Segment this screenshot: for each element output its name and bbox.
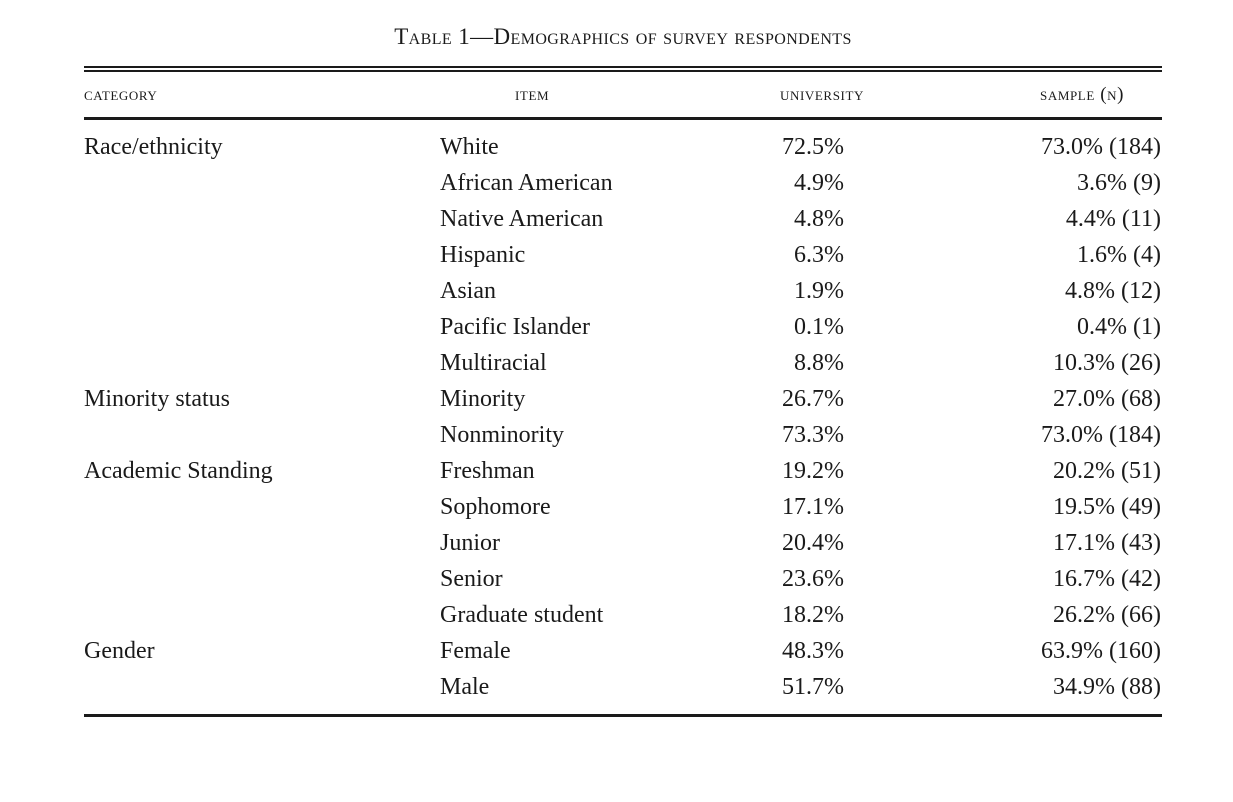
cell-sample: 27.0% (68): [1053, 386, 1161, 412]
cell-item: Freshman: [440, 458, 535, 484]
cell-item: Nonminority: [440, 422, 564, 448]
cell-item: Native American: [440, 206, 604, 232]
cell-university: 0.1%: [794, 314, 844, 340]
top-rule-inner: [84, 70, 1162, 72]
cell-university: 51.7%: [782, 674, 844, 700]
header-university: university: [780, 84, 864, 105]
cell-sample: 4.4% (11): [1065, 206, 1161, 232]
header-category: category: [84, 84, 158, 105]
cell-sample: 34.9% (88): [1053, 674, 1161, 700]
table-row: Multiracial 8.8% 10.3% (26): [0, 345, 1233, 381]
cell-university: 23.6%: [782, 566, 844, 592]
cell-sample: 19.5% (49): [1053, 494, 1161, 520]
cell-sample: 73.0% (184): [1041, 134, 1161, 160]
cell-item: Asian: [440, 278, 496, 304]
cell-university: 4.8%: [794, 206, 844, 232]
table-row: Gender Female 48.3% 63.9% (160): [0, 633, 1233, 669]
table-row: Hispanic 6.3% 1.6% (4): [0, 237, 1233, 273]
cell-sample: 10.3% (26): [1053, 350, 1161, 376]
top-rule-outer: [84, 66, 1162, 68]
cell-sample: 3.6% (9): [1077, 170, 1161, 196]
header-rule: [84, 117, 1162, 120]
table-row: Race/ethnicity White 72.5% 73.0% (184): [0, 129, 1233, 165]
cell-item: African American: [440, 170, 613, 196]
cell-university: 48.3%: [782, 638, 844, 664]
cell-item: Pacific Islander: [440, 314, 590, 340]
header-item: item: [515, 84, 550, 105]
cell-university: 1.9%: [794, 278, 844, 304]
bottom-rule: [84, 714, 1162, 717]
cell-sample: 4.8% (12): [1065, 278, 1161, 304]
cell-university: 4.9%: [794, 170, 844, 196]
cell-item: Multiracial: [440, 350, 547, 376]
table-body: Race/ethnicity White 72.5% 73.0% (184) Afric…: [0, 129, 1233, 705]
cell-category: Race/ethnicity: [84, 134, 223, 160]
table-row: Minority status Minority 26.7% 27.0% (68): [0, 381, 1233, 417]
cell-sample: 20.2% (51): [1053, 458, 1161, 484]
cell-university: 26.7%: [782, 386, 844, 412]
table-row: Pacific Islander 0.1% 0.4% (1): [0, 309, 1233, 345]
header-sample: sample (n): [1040, 84, 1125, 105]
cell-university: 17.1%: [782, 494, 844, 520]
cell-category: Academic Standing: [84, 458, 273, 484]
cell-sample: 1.6% (4): [1077, 242, 1161, 268]
table-row: Male 51.7% 34.9% (88): [0, 669, 1233, 705]
cell-university: 18.2%: [782, 602, 844, 628]
cell-item: Minority: [440, 386, 526, 412]
cell-university: 20.4%: [782, 530, 844, 556]
cell-item: Junior: [440, 530, 500, 556]
cell-sample: 0.4% (1): [1077, 314, 1161, 340]
cell-university: 8.8%: [794, 350, 844, 376]
table-row: Native American 4.8% 4.4% (11): [0, 201, 1233, 237]
cell-university: 19.2%: [782, 458, 844, 484]
cell-item: Hispanic: [440, 242, 526, 268]
table-caption: Table 1—Demographics of survey responden…: [394, 24, 852, 49]
cell-item: Graduate student: [440, 602, 604, 628]
cell-sample: 63.9% (160): [1041, 638, 1161, 664]
cell-item: Senior: [440, 566, 503, 592]
cell-sample: 73.0% (184): [1041, 422, 1161, 448]
table-row: Asian 1.9% 4.8% (12): [0, 273, 1233, 309]
cell-category: Gender: [84, 638, 155, 664]
cell-item: Sophomore: [440, 494, 551, 520]
table-row: Academic Standing Freshman 19.2% 20.2% (51): [0, 453, 1233, 489]
cell-category: Minority status: [84, 386, 231, 412]
table-row: African American 4.9% 3.6% (9): [0, 165, 1233, 201]
table-row: Junior 20.4% 17.1% (43): [0, 525, 1233, 561]
table-row: Sophomore 17.1% 19.5% (49): [0, 489, 1233, 525]
cell-item: Male: [440, 674, 490, 700]
table-row: Nonminority 73.3% 73.0% (184): [0, 417, 1233, 453]
cell-university: 73.3%: [782, 422, 844, 448]
table-row: Graduate student 18.2% 26.2% (66): [0, 597, 1233, 633]
cell-sample: 26.2% (66): [1053, 602, 1161, 628]
cell-item: White: [440, 134, 499, 160]
cell-university: 72.5%: [782, 134, 844, 160]
cell-item: Female: [440, 638, 511, 664]
table-row: Senior 23.6% 16.7% (42): [0, 561, 1233, 597]
cell-sample: 17.1% (43): [1053, 530, 1161, 556]
cell-sample: 16.7% (42): [1053, 566, 1161, 592]
cell-university: 6.3%: [794, 242, 844, 268]
